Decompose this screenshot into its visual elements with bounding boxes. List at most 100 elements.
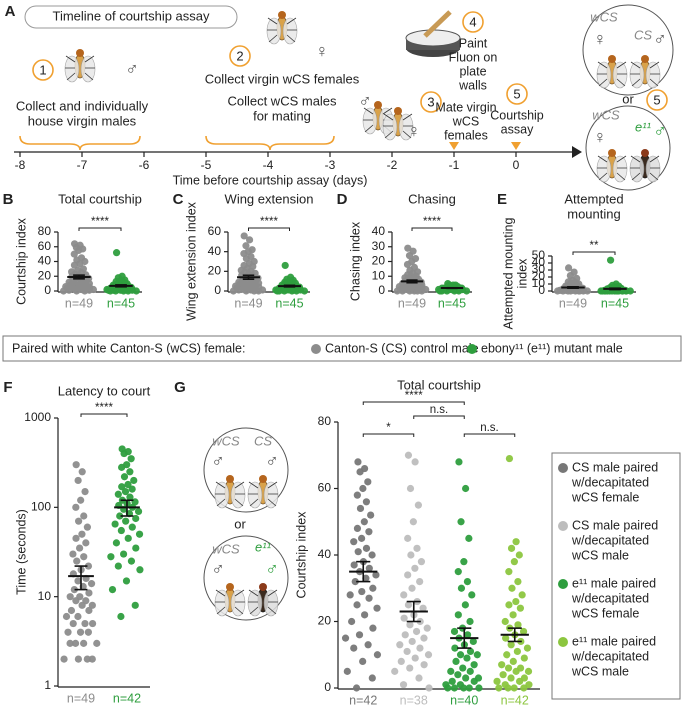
data-point	[126, 493, 134, 501]
data-point	[456, 651, 465, 659]
data-point	[419, 604, 427, 612]
data-point	[362, 544, 371, 552]
data-point	[462, 674, 470, 682]
data-point	[425, 684, 433, 692]
data-point	[400, 591, 408, 599]
circle-label: wCS	[590, 9, 618, 24]
legend-label: CS male paired	[572, 518, 658, 532]
y-axis-label: Courtship index	[294, 511, 308, 599]
data-point	[518, 591, 526, 599]
data-point	[343, 667, 351, 675]
data-point	[406, 621, 414, 629]
female-symbol: ♀	[407, 121, 421, 141]
data-point	[235, 286, 243, 294]
data-point	[404, 451, 413, 459]
data-point	[300, 287, 309, 295]
data-point	[465, 684, 473, 692]
x-tick-label: n=45	[275, 296, 303, 310]
significance-label: ****	[423, 216, 441, 228]
data-point	[626, 287, 634, 295]
legend-swatch	[467, 344, 477, 354]
y-tick-label: 40	[208, 244, 222, 258]
y-axis-label: Chasing index	[348, 221, 362, 301]
data-point	[359, 657, 367, 666]
data-point	[132, 514, 140, 523]
data-point	[135, 530, 144, 538]
data-point	[451, 644, 459, 652]
data-point	[65, 286, 73, 294]
data-point	[84, 628, 92, 636]
data-point	[88, 655, 96, 663]
x-tick-label: n=49	[65, 296, 93, 310]
data-point	[128, 523, 136, 531]
data-point	[512, 538, 520, 546]
data-point	[358, 587, 366, 596]
data-point	[564, 264, 573, 272]
data-point	[454, 568, 462, 576]
y-tick-label: 0	[44, 283, 51, 297]
legend-label: w/decapitated	[571, 533, 649, 547]
chart-title: Latency to court	[58, 383, 151, 398]
legend-swatch	[558, 637, 568, 647]
timeline-arrow	[572, 146, 582, 158]
timeline-tick-label: -5	[201, 158, 212, 172]
data-point	[516, 677, 524, 685]
data-point	[443, 287, 451, 295]
significance-label: n.s.	[430, 404, 449, 416]
data-point	[504, 684, 512, 692]
male-symbol: ♂	[211, 559, 225, 579]
data-point	[341, 634, 350, 642]
data-point	[420, 634, 428, 642]
y-tick-label: 0	[378, 283, 385, 297]
data-point	[455, 458, 463, 466]
data-point	[73, 557, 81, 565]
data-point	[397, 657, 405, 666]
data-point	[73, 287, 81, 295]
data-point	[126, 468, 134, 476]
data-point	[369, 624, 377, 632]
male-symbol: ♂	[265, 559, 279, 579]
data-point	[465, 534, 473, 542]
data-point	[358, 534, 366, 542]
data-point	[606, 256, 615, 264]
data-point	[82, 539, 90, 547]
data-point	[454, 611, 462, 619]
x-tick-label: n=42	[113, 691, 141, 705]
data-point	[404, 244, 412, 252]
legend-label: wCS male	[571, 548, 629, 562]
data-point	[411, 458, 419, 466]
significance-bracket	[362, 433, 415, 437]
data-point	[509, 657, 517, 666]
data-point	[365, 528, 373, 536]
chart-title: Attempted	[564, 191, 623, 206]
y-tick-label: 60	[208, 224, 222, 238]
data-point	[130, 476, 138, 485]
timeline-tick-label: -2	[387, 158, 398, 172]
data-point	[131, 601, 139, 609]
y-tick-label: 60	[38, 239, 52, 253]
data-point	[368, 551, 376, 559]
data-point	[132, 287, 140, 295]
data-point	[76, 260, 84, 268]
brace	[19, 135, 141, 151]
data-point	[409, 518, 417, 526]
data-point	[365, 594, 373, 602]
step-number: 2	[236, 48, 243, 63]
x-tick-label: n=45	[438, 296, 466, 310]
data-point	[78, 601, 86, 609]
data-point	[134, 507, 143, 516]
male-symbol: ♂	[653, 121, 667, 141]
data-point	[364, 478, 372, 486]
data-point	[401, 631, 409, 639]
circle-label: CS	[254, 433, 272, 448]
circle-label: wCS	[592, 107, 620, 122]
data-point	[559, 287, 567, 295]
y-tick-label: 100	[31, 500, 51, 514]
data-point	[553, 287, 562, 295]
y-tick-label: 0	[324, 680, 331, 694]
brush-icon	[423, 10, 452, 38]
data-point	[76, 628, 85, 636]
step-text: for mating	[253, 108, 311, 123]
male-symbol: ♂	[653, 29, 667, 49]
y-tick-label: 40	[318, 547, 332, 561]
